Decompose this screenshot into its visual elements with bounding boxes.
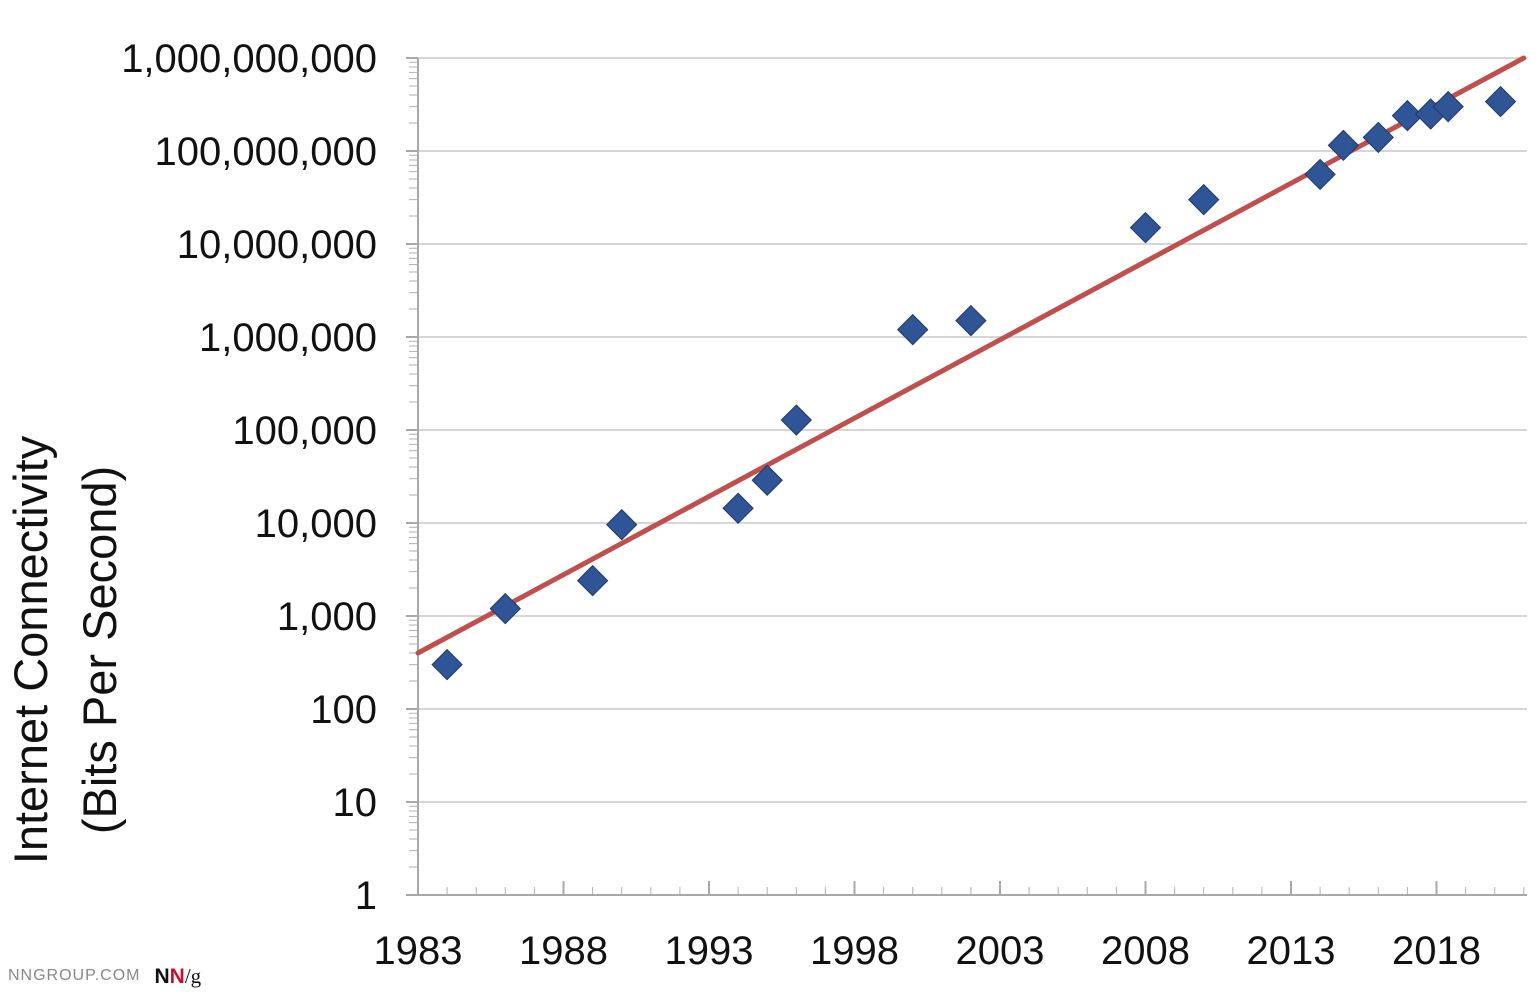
y-tick-label: 100 [310, 688, 377, 732]
x-tick-label: 2008 [1101, 929, 1190, 973]
data-point [1362, 121, 1395, 154]
brand-footer: NNGROUP.COM NN/g [8, 963, 201, 989]
x-tick-label: 1983 [374, 929, 463, 973]
logo-n1: N [154, 964, 170, 988]
brand-site-text: NNGROUP.COM [8, 967, 141, 984]
nng-logo: NN/g [155, 964, 202, 989]
data-point [1129, 211, 1162, 244]
y-tick-label: 1 [355, 874, 377, 918]
y-tick-label: 100,000 [232, 409, 377, 453]
y-tick-label: 100,000,000 [155, 130, 377, 174]
axes [406, 57, 1527, 896]
data-point [1432, 90, 1464, 123]
y-axis-label-line2: (Bits Per Second) [73, 466, 126, 834]
x-tick-label: 2018 [1392, 929, 1481, 973]
x-tick-label: 1998 [810, 929, 899, 973]
data-point [896, 313, 929, 346]
grid-lines [418, 57, 1527, 803]
data-point [1327, 129, 1360, 162]
y-tick-label: 10,000,000 [177, 223, 377, 267]
data-point [722, 492, 754, 524]
data-point [1187, 183, 1220, 216]
data-point [780, 404, 813, 436]
data-point [1484, 85, 1517, 118]
y-tick-label: 1,000 [277, 595, 377, 639]
x-tick-label: 1993 [665, 929, 754, 973]
data-point [489, 592, 522, 625]
logo-n2: N [169, 964, 185, 988]
data-point [1391, 99, 1424, 132]
y-tick-label: 1,000,000,000 [121, 37, 377, 81]
x-tick-label: 1988 [519, 929, 608, 973]
y-tick-label: 10,000 [255, 502, 377, 546]
data-point [576, 564, 609, 597]
data-points [431, 85, 1517, 681]
data-point [1304, 158, 1336, 191]
data-point [605, 508, 638, 541]
trendline-layer [415, 55, 1527, 656]
y-tick-label: 10 [333, 781, 378, 825]
data-point [751, 464, 783, 496]
x-tick-label: 2013 [1247, 929, 1336, 973]
data-point [431, 648, 463, 681]
y-axis-label-line1: Internet Connectivity [4, 435, 57, 864]
trendline [415, 55, 1527, 656]
x-tick-label: 2003 [956, 929, 1045, 973]
x-tick-labels: 1983 1988 1993 1998 2003 2008 2013 2018 [374, 929, 1481, 973]
y-tick-labels: 1 10 100 1,000 10,000 100,000 1,000,000 10,000,… [121, 37, 377, 918]
data-point [955, 304, 987, 337]
y-tick-label: 1,000,000 [199, 316, 377, 360]
logo-slash-g: /g [184, 963, 202, 988]
